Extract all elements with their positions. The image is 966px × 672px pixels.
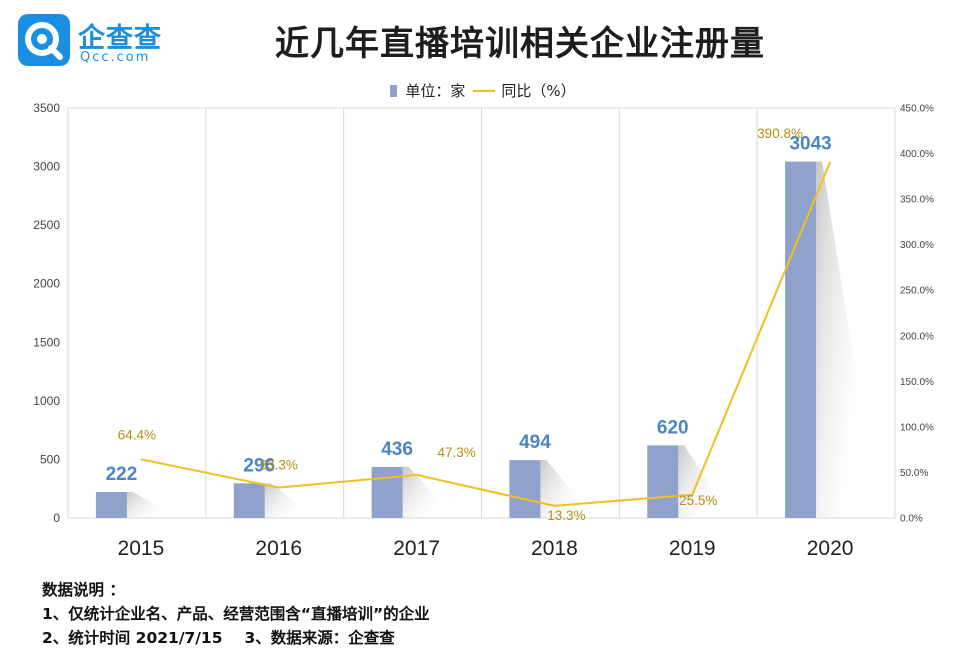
line-value-label: 25.5%: [679, 493, 717, 508]
bar-value-label: 222: [106, 464, 138, 485]
chart-legend: 单位：家 同比（%）: [0, 80, 966, 101]
y-left-tick-label: 1500: [33, 335, 60, 349]
logo-domain: Qcc.com: [80, 50, 151, 65]
x-tick-label: 2020: [807, 537, 854, 560]
bar: [371, 466, 403, 518]
x-tick-label: 2017: [393, 537, 440, 560]
y-right-tick-label: 200.0%: [900, 331, 934, 342]
y-left-tick-label: 500: [40, 452, 60, 466]
legend-bar-swatch: [390, 85, 398, 97]
x-tick-label: 2019: [669, 537, 716, 560]
notes-line-1: 1、仅统计企业名、产品、经营范围含“直播培训”的企业: [42, 605, 430, 623]
bar-value-label: 436: [381, 439, 413, 460]
y-right-tick-label: 350.0%: [900, 195, 934, 206]
bar-shadow: [678, 445, 714, 518]
legend-line-swatch: [473, 90, 496, 92]
y-right-tick-label: 50.0%: [900, 468, 928, 479]
notes-line-2: 2、统计时间 2021/7/15 3、数据来源：企查查: [42, 626, 430, 650]
line-series: [140, 161, 832, 507]
x-tick-label: 2018: [531, 537, 578, 560]
bar: [233, 483, 265, 518]
line-value-label: 390.8%: [757, 126, 803, 141]
bar-value-label: 620: [657, 417, 689, 438]
notes-time: 2、统计时间 2021/7/15: [42, 629, 223, 647]
y-left-tick-label: 3500: [33, 101, 60, 115]
logo: 企查查 Qcc.com: [18, 14, 178, 70]
bar: [509, 460, 541, 518]
line-value-label: 13.3%: [547, 508, 585, 523]
y-right-tick-label: 300.0%: [900, 240, 934, 251]
y-right-tick-label: 0.0%: [900, 514, 923, 525]
notes-source: 3、数据来源：企查查: [244, 629, 395, 647]
bar-value-label: 3043: [789, 134, 831, 155]
y-left-tick-label: 1000: [33, 394, 60, 408]
bar-shadow: [540, 460, 576, 518]
y-right-tick-label: 100.0%: [900, 422, 934, 433]
y-left-tick-label: 2000: [33, 277, 60, 291]
bar-shadow: [126, 491, 162, 518]
bar-value-label: 296: [243, 455, 275, 476]
line-value-label: 33.3%: [260, 458, 298, 473]
chart-title: 近几年直播培训相关企业注册量: [275, 24, 765, 64]
x-tick-label: 2015: [118, 537, 165, 560]
y-left-tick-label: 0: [53, 511, 60, 525]
bar: [95, 491, 127, 518]
x-tick-label: 2016: [255, 537, 302, 560]
logo-icon: [18, 14, 70, 66]
y-right-tick-label: 400.0%: [900, 149, 934, 160]
notes-heading: 数据说明 ：: [42, 581, 125, 599]
y-left-tick-label: 2500: [33, 218, 60, 232]
data-notes: 数据说明 ： 1、仅统计企业名、产品、经营范围含“直播培训”的企业 2、统计时间…: [42, 578, 430, 650]
bar-shadow: [264, 483, 300, 518]
bar-shadow: [402, 466, 438, 518]
bar-shadow: [816, 161, 858, 518]
bar: [785, 161, 817, 518]
y-left-tick-label: 3000: [33, 160, 60, 174]
y-right-tick-label: 450.0%: [900, 104, 934, 115]
y-right-tick-label: 150.0%: [900, 377, 934, 388]
logo-name: 企查查: [78, 23, 162, 54]
bar: [647, 445, 679, 518]
bar-value-label: 494: [519, 432, 551, 453]
legend-bar-label: 单位：家: [405, 82, 466, 100]
legend-line-label: 同比（%）: [501, 82, 576, 100]
line-value-label: 47.3%: [437, 445, 475, 460]
line-value-label: 64.4%: [118, 427, 156, 442]
y-right-tick-label: 250.0%: [900, 286, 934, 297]
